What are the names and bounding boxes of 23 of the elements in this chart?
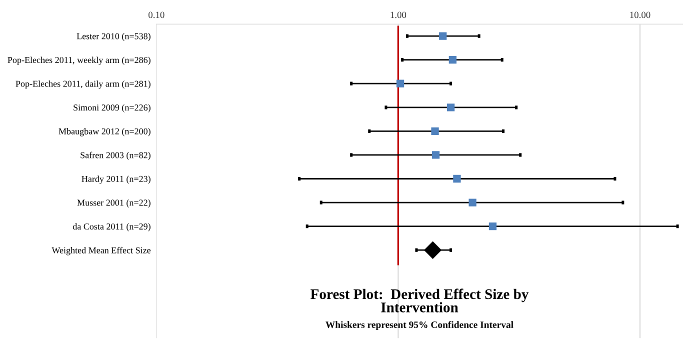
text: Forest Plot: Derived Effect Size by Intervention xyxy=(310,288,529,312)
y-tick-label: Hardy 2011 (n=23) xyxy=(82,176,150,184)
y-tick-label: da Costa 2011 (n=29) xyxy=(72,223,150,232)
x-tick-label: 10.00 xyxy=(630,12,650,18)
x-tick-label: 0.10 xyxy=(148,12,164,18)
point xyxy=(453,174,461,183)
point xyxy=(446,104,455,112)
y-tick-label: Mbaugbaw 2012 (n=200) xyxy=(58,128,150,136)
point xyxy=(432,151,440,159)
point xyxy=(448,56,456,64)
x-tick-label: 1.00 xyxy=(390,12,406,18)
y-tick-label: Weighted Mean Effect Size xyxy=(52,246,151,256)
y-tick-label: Pop-Eleches 2011, daily arm (n=281) xyxy=(16,80,150,89)
y-tick-label: Musser 2001 (n=22) xyxy=(77,199,150,208)
point xyxy=(468,198,476,206)
y-tick-label: Simoni 2009 (n=226) xyxy=(74,104,150,112)
point xyxy=(424,242,442,259)
y-tick-label: Safren 2003 (n=82) xyxy=(80,152,150,160)
point xyxy=(431,127,439,135)
y-tick-label: Lester 2010 (n=538) xyxy=(76,32,150,42)
point xyxy=(439,32,447,40)
text: Whiskers represent 95% Confidence Interval xyxy=(326,321,514,330)
y-tick-label: Pop-Eleches 2011, weekly arm (n=286) xyxy=(8,56,150,65)
